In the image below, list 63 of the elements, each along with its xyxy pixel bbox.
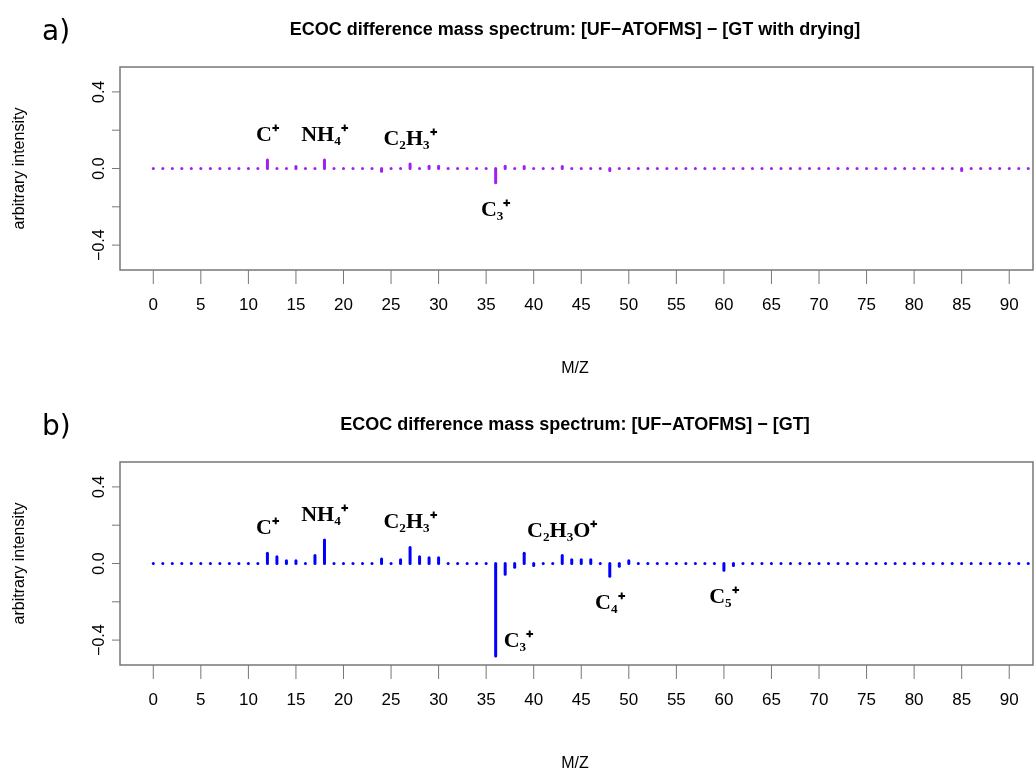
x-tick-label: 10 <box>238 690 258 709</box>
x-tick-label: 50 <box>619 690 639 709</box>
x-tick-label: 85 <box>952 295 972 314</box>
annotation: NH₄⁺ <box>301 121 349 147</box>
annotation: NH₄⁺ <box>301 500 349 526</box>
x-tick-label: 25 <box>381 295 401 314</box>
x-tick-label: 15 <box>286 690 306 709</box>
y-axis-title: arbitrary intensity <box>10 107 27 230</box>
x-tick-label: 45 <box>571 690 591 709</box>
x-tick-label: 5 <box>196 295 206 314</box>
y-tick-label: −0.4 <box>90 624 107 656</box>
text: b) <box>42 409 71 442</box>
x-axis-title: M/Z <box>561 754 589 771</box>
x-tick-label: 0 <box>148 690 159 709</box>
y-tick-label: 0.4 <box>90 80 107 104</box>
x-tick-label: 80 <box>904 295 924 314</box>
annotation: C⁺ <box>255 121 280 147</box>
x-tick-label: 30 <box>429 295 449 314</box>
x-tick-label: 40 <box>524 295 544 314</box>
annotation: C₄⁺ <box>595 589 626 615</box>
x-tick-label: 55 <box>666 690 686 709</box>
annotation: C₃⁺ <box>503 627 535 653</box>
y-tick-label: 0.0 <box>90 157 107 180</box>
x-tick-label: 65 <box>762 295 781 314</box>
x-tick-label: 5 <box>196 690 206 709</box>
x-tick-label: 25 <box>381 690 401 709</box>
y-tick-label: −0.4 <box>90 229 107 261</box>
x-tick-label: 60 <box>714 690 734 709</box>
x-tick-label: 10 <box>238 295 258 314</box>
chart-title: ECOC difference mass spectrum: [UF−ATOFMS] − [GT] <box>340 414 810 434</box>
x-tick-label: 60 <box>714 295 734 314</box>
x-tick-label: 20 <box>334 295 353 314</box>
x-tick-label: 70 <box>809 690 829 709</box>
x-tick-label: 50 <box>619 295 639 314</box>
x-tick-label: 0 <box>148 295 159 314</box>
x-tick-label: 90 <box>999 690 1019 709</box>
x-tick-label: 65 <box>762 690 781 709</box>
annotation: C₅⁺ <box>709 583 740 609</box>
y-axis-title: arbitrary intensity <box>10 502 27 625</box>
x-tick-label: 80 <box>904 690 924 709</box>
x-tick-label: 15 <box>286 295 306 314</box>
x-tick-label: 70 <box>809 295 829 314</box>
x-tick-label: 75 <box>857 690 877 709</box>
x-tick-label: 90 <box>999 295 1019 314</box>
annotation: C₂H₃⁺ <box>383 508 438 534</box>
x-tick-label: 35 <box>476 690 496 709</box>
chart-title: ECOC difference mass spectrum: [UF−ATOFMS] − [GT with drying] <box>289 19 861 39</box>
y-tick-label: 0.4 <box>90 475 107 499</box>
x-tick-label: 20 <box>334 690 353 709</box>
x-tick-label: 45 <box>571 295 591 314</box>
x-tick-label: 35 <box>476 295 496 314</box>
x-tick-label: 85 <box>952 690 972 709</box>
annotation: C₃⁺ <box>480 195 512 221</box>
x-tick-label: 55 <box>666 295 686 314</box>
annotation: C₂H₃⁺ <box>383 125 438 151</box>
annotation: C₂H₃O⁺ <box>527 516 599 542</box>
x-tick-label: 75 <box>857 295 877 314</box>
y-tick-label: 0.0 <box>90 552 107 575</box>
text: a) <box>42 14 71 47</box>
annotation: C⁺ <box>255 514 280 540</box>
x-axis-title: M/Z <box>561 359 589 376</box>
x-tick-label: 40 <box>524 690 544 709</box>
x-tick-label: 30 <box>429 690 449 709</box>
